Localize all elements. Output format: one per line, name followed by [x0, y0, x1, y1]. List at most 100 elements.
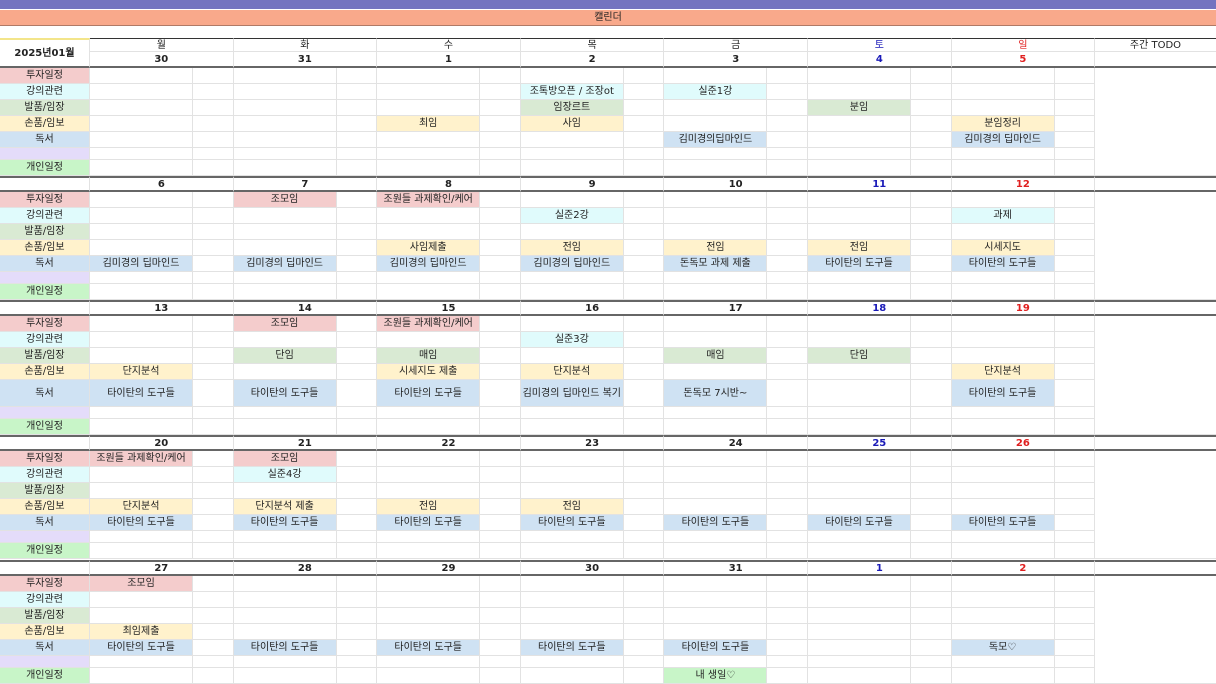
calendar-entry[interactable]: 타이탄의 도구들	[377, 515, 481, 531]
calendar-entry[interactable]	[377, 68, 481, 84]
calendar-side-cell[interactable]	[911, 256, 952, 272]
calendar-side-cell[interactable]	[193, 116, 234, 132]
calendar-side-cell[interactable]	[336, 531, 378, 543]
calendar-side-cell[interactable]	[1054, 380, 1096, 407]
calendar-entry[interactable]	[808, 451, 911, 467]
calendar-entry[interactable]	[377, 132, 481, 148]
calendar-entry[interactable]	[377, 332, 481, 348]
calendar-entry[interactable]	[377, 483, 481, 499]
calendar-side-cell[interactable]	[767, 640, 808, 656]
calendar-side-cell[interactable]	[767, 132, 808, 148]
calendar-entry[interactable]: 타이탄의 도구들	[90, 515, 193, 531]
calendar-side-cell[interactable]	[193, 68, 234, 84]
date-header[interactable]: 1	[377, 52, 521, 68]
calendar-entry[interactable]	[233, 543, 337, 559]
calendar-side-cell[interactable]	[193, 208, 234, 224]
calendar-side-cell[interactable]	[193, 132, 234, 148]
calendar-entry[interactable]	[90, 68, 193, 84]
date-header[interactable]: 2	[951, 560, 1096, 576]
calendar-entry[interactable]	[90, 543, 193, 559]
calendar-entry[interactable]	[664, 148, 768, 160]
calendar-side-cell[interactable]	[193, 348, 234, 364]
calendar-entry[interactable]	[233, 624, 337, 640]
calendar-entry[interactable]	[664, 656, 768, 668]
calendar-side-cell[interactable]	[767, 160, 808, 176]
calendar-side-cell[interactable]	[336, 192, 378, 208]
calendar-entry[interactable]	[808, 284, 911, 300]
calendar-entry[interactable]: 타이탄의 도구들	[951, 256, 1055, 272]
date-header[interactable]: 25	[808, 435, 952, 451]
calendar-side-cell[interactable]	[1054, 208, 1096, 224]
calendar-side-cell[interactable]	[623, 332, 665, 348]
calendar-side-cell[interactable]	[480, 451, 521, 467]
calendar-side-cell[interactable]	[336, 668, 378, 684]
calendar-entry[interactable]	[90, 483, 193, 499]
calendar-entry[interactable]	[808, 148, 911, 160]
calendar-entry[interactable]: 타이탄의 도구들	[90, 640, 193, 656]
calendar-side-cell[interactable]	[193, 576, 234, 592]
calendar-entry[interactable]	[520, 224, 624, 240]
calendar-side-cell[interactable]	[767, 256, 808, 272]
calendar-side-cell[interactable]	[623, 160, 665, 176]
calendar-entry[interactable]	[520, 576, 624, 592]
calendar-side-cell[interactable]	[336, 364, 378, 380]
calendar-entry[interactable]: 분임	[808, 100, 911, 116]
date-header[interactable]: 13	[90, 300, 234, 316]
calendar-side-cell[interactable]	[623, 451, 665, 467]
calendar-side-cell[interactable]	[193, 451, 234, 467]
calendar-entry[interactable]	[951, 656, 1055, 668]
calendar-side-cell[interactable]	[1054, 624, 1096, 640]
calendar-side-cell[interactable]	[767, 467, 808, 483]
calendar-entry[interactable]	[90, 160, 193, 176]
calendar-side-cell[interactable]	[1054, 364, 1096, 380]
calendar-entry[interactable]	[520, 531, 624, 543]
calendar-entry[interactable]	[90, 192, 193, 208]
calendar-entry[interactable]	[808, 380, 911, 407]
calendar-entry[interactable]	[377, 84, 481, 100]
weekly-todo-cell[interactable]	[1095, 576, 1216, 684]
calendar-entry[interactable]	[520, 543, 624, 559]
calendar-entry[interactable]: 임장르트	[520, 100, 624, 116]
calendar-entry[interactable]	[808, 84, 911, 100]
date-header[interactable]: 18	[808, 300, 952, 316]
calendar-side-cell[interactable]	[336, 256, 378, 272]
date-header[interactable]: 12	[951, 176, 1096, 192]
calendar-side-cell[interactable]	[336, 451, 378, 467]
calendar-side-cell[interactable]	[767, 543, 808, 559]
calendar-entry[interactable]	[808, 316, 911, 332]
calendar-side-cell[interactable]	[1054, 348, 1096, 364]
calendar-side-cell[interactable]	[911, 332, 952, 348]
calendar-side-cell[interactable]	[623, 640, 665, 656]
calendar-side-cell[interactable]	[193, 272, 234, 284]
calendar-side-cell[interactable]	[1054, 84, 1096, 100]
calendar-entry[interactable]	[520, 624, 624, 640]
calendar-entry[interactable]	[520, 148, 624, 160]
calendar-side-cell[interactable]	[480, 256, 521, 272]
calendar-side-cell[interactable]	[336, 640, 378, 656]
calendar-side-cell[interactable]	[336, 483, 378, 499]
calendar-entry[interactable]	[90, 208, 193, 224]
calendar-side-cell[interactable]	[193, 531, 234, 543]
calendar-side-cell[interactable]	[1054, 608, 1096, 624]
calendar-side-cell[interactable]	[623, 515, 665, 531]
calendar-entry[interactable]: 조모임	[233, 316, 337, 332]
calendar-side-cell[interactable]	[1054, 160, 1096, 176]
calendar-side-cell[interactable]	[193, 668, 234, 684]
calendar-entry[interactable]: 실준1강	[664, 84, 768, 100]
calendar-entry[interactable]	[377, 576, 481, 592]
calendar-entry[interactable]	[90, 100, 193, 116]
calendar-entry[interactable]	[664, 116, 768, 132]
calendar-side-cell[interactable]	[193, 380, 234, 407]
calendar-side-cell[interactable]	[911, 132, 952, 148]
calendar-side-cell[interactable]	[623, 543, 665, 559]
calendar-entry[interactable]	[664, 224, 768, 240]
calendar-side-cell[interactable]	[193, 148, 234, 160]
calendar-side-cell[interactable]	[767, 656, 808, 668]
calendar-side-cell[interactable]	[480, 419, 521, 435]
calendar-entry[interactable]: 타이탄의 도구들	[233, 640, 337, 656]
calendar-side-cell[interactable]	[767, 316, 808, 332]
calendar-entry[interactable]: 김미경의 딥마인드	[951, 132, 1055, 148]
calendar-side-cell[interactable]	[193, 467, 234, 483]
calendar-side-cell[interactable]	[623, 116, 665, 132]
calendar-entry[interactable]	[951, 608, 1055, 624]
